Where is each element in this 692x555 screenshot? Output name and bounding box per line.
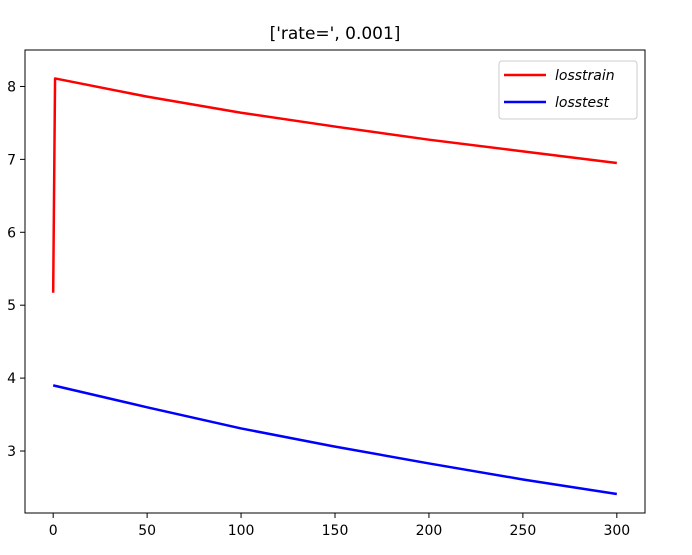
legend-label-losstest: losstest [555,95,609,111]
y-tick-label: 6 [7,225,16,241]
y-tick-label: 8 [7,79,16,95]
y-tick-label: 4 [7,371,16,387]
x-tick-label: 0 [49,523,58,539]
legend-label-losstrain: losstrain [555,68,615,84]
x-tick-label: 100 [228,523,255,539]
chart-title: ['rate=', 0.001] [270,24,401,44]
series-lines [51,77,618,496]
x-axis-ticks: 0 50 100 150 200 250 300 [49,513,630,539]
x-tick-label: 200 [416,523,443,539]
y-tick-label: 3 [7,444,16,460]
x-tick-label: 50 [138,523,156,539]
series-line-losstrain [51,77,617,293]
y-tick-label: 7 [7,152,16,168]
y-axis-ticks: 3 4 5 6 7 8 [7,79,25,460]
x-tick-label: 250 [510,523,537,539]
x-tick-label: 300 [603,523,630,539]
series-line-losstest [52,384,618,496]
legend: losstrain losstest [498,60,638,120]
x-tick-label: 150 [322,523,349,539]
y-tick-label: 5 [7,298,16,314]
